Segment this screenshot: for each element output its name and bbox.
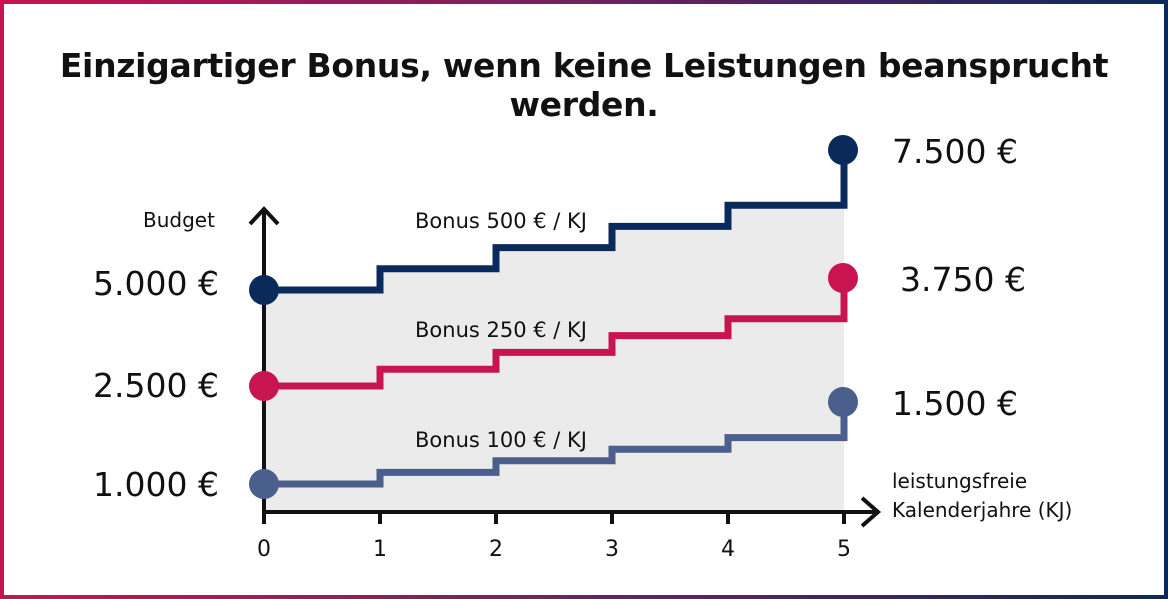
series-start-point: [249, 469, 279, 499]
series-end-point: [828, 135, 858, 165]
x-axis-label: Kalenderjahre (KJ): [892, 498, 1072, 522]
chart-area-fill: [264, 184, 844, 512]
frame-border-bottom: [0, 595, 1168, 599]
x-axis-arrow-icon: [860, 496, 882, 528]
series-line: [264, 302, 848, 390]
series-line: [264, 184, 848, 294]
x-axis-label: leistungsfreie: [892, 469, 1027, 493]
x-tick-label: 2: [489, 537, 503, 562]
series-end-value-label: 7.500 €: [892, 132, 1018, 171]
series-name-label: Bonus 100 € / KJ: [415, 428, 587, 452]
series-start-value-label: 1.000 €: [93, 465, 219, 504]
series-start-value-label: 5.000 €: [93, 264, 219, 303]
frame-border-right: [1164, 0, 1168, 599]
chart-title: Einzigartiger Bonus, wenn keine Leistung…: [59, 46, 1109, 124]
frame-border-top: [0, 0, 1168, 4]
frame-border-left: [0, 0, 4, 599]
series-end-point: [828, 387, 858, 417]
series-start-point: [249, 371, 279, 401]
series-start-value-label: 2.500 €: [93, 366, 219, 405]
series-name-label: Bonus 250 € / KJ: [415, 318, 587, 342]
x-tick-label: 1: [373, 537, 387, 562]
series-end-point: [828, 263, 858, 293]
y-axis-arrow-icon: [248, 206, 280, 226]
x-tick-label: 5: [837, 537, 851, 562]
x-tick-label: 3: [605, 537, 619, 562]
x-tick-label: 4: [721, 537, 735, 562]
y-axis-label: Budget: [143, 208, 215, 232]
series-end-value-label: 1.500 €: [892, 384, 1018, 423]
series-start-point: [249, 275, 279, 305]
series-end-value-label: 3.750 €: [900, 260, 1026, 299]
series-line: [264, 426, 848, 488]
x-tick-label: 0: [257, 537, 271, 562]
series-name-label: Bonus 500 € / KJ: [415, 209, 587, 233]
